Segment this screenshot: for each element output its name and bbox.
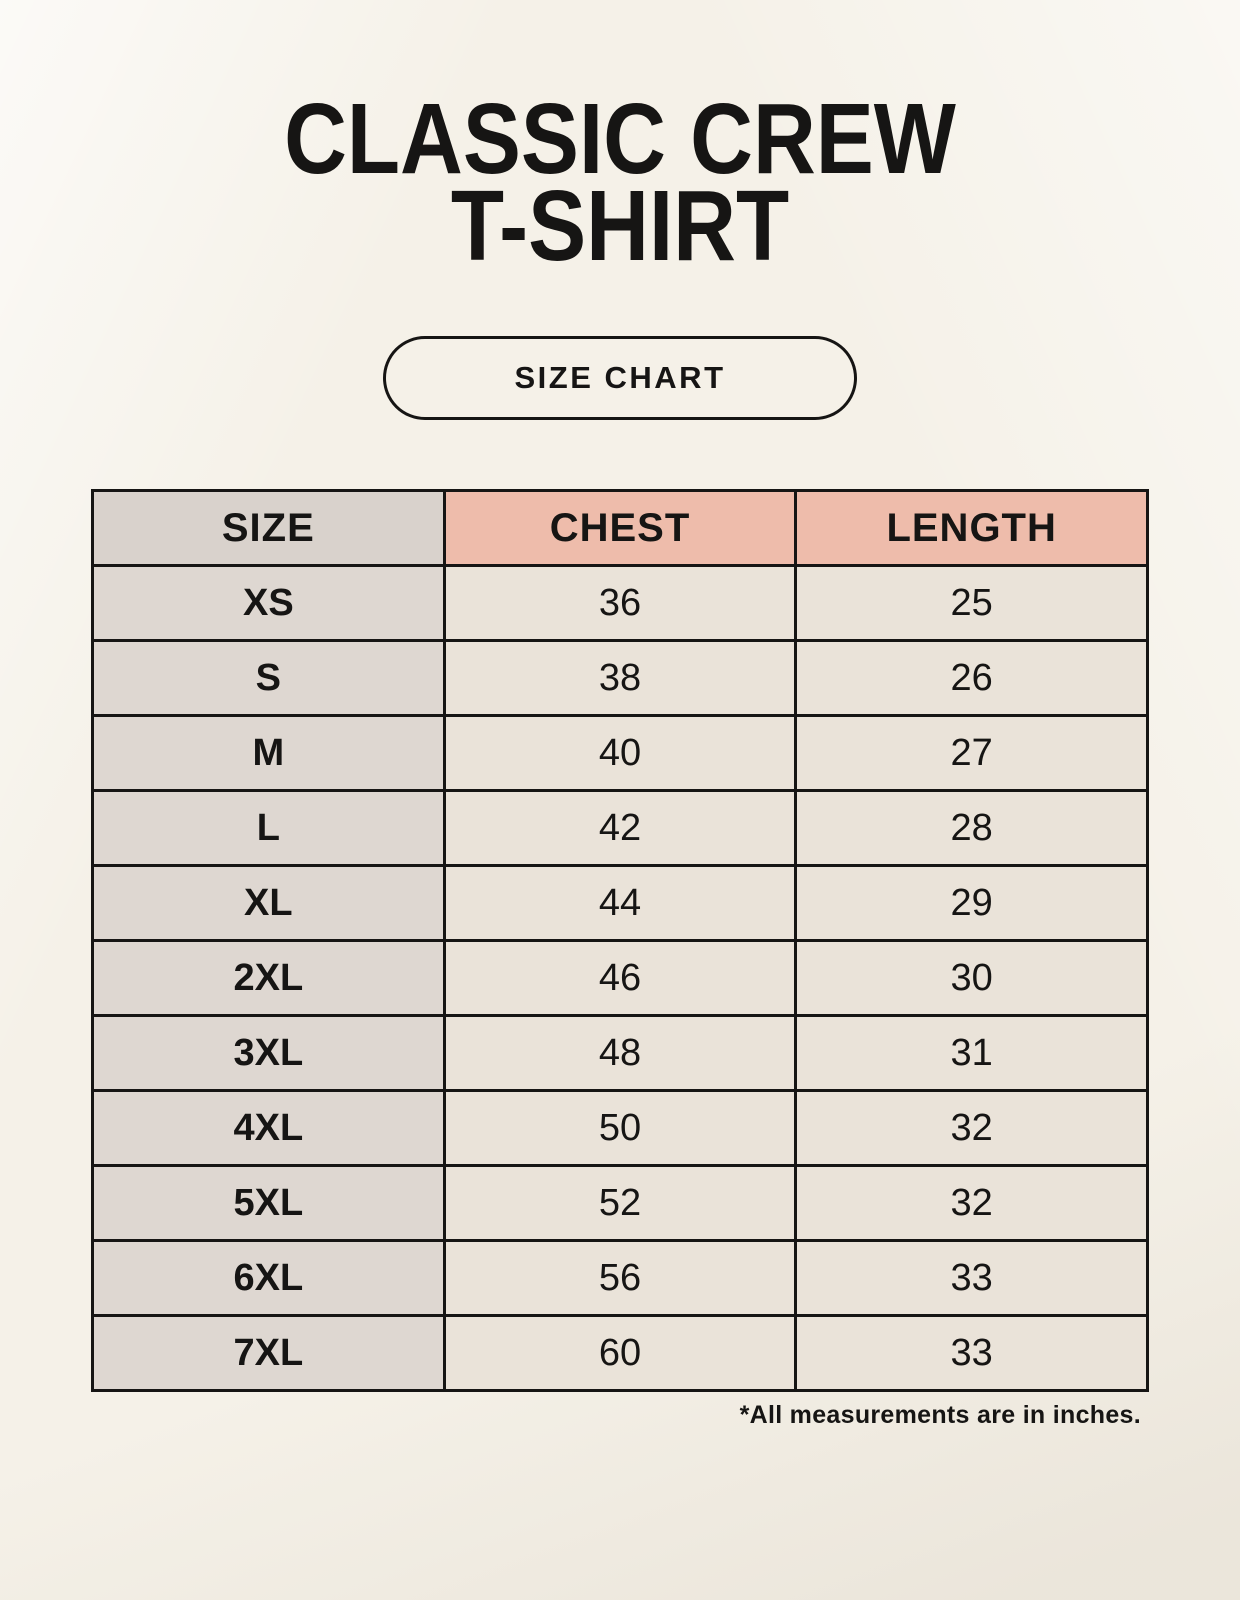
- size-cell: 6XL: [91, 1239, 446, 1317]
- length-cell: 33: [794, 1314, 1149, 1392]
- table-row: S 38 26: [91, 639, 1149, 717]
- table-row: 3XL 48 31: [91, 1014, 1149, 1092]
- chest-cell: 52: [442, 1164, 798, 1242]
- table-row: 4XL 50 32: [91, 1089, 1149, 1167]
- chest-cell: 56: [442, 1239, 798, 1317]
- table-row: L 42 28: [91, 789, 1149, 867]
- page-title: CLASSIC CREW T-SHIRT: [0, 0, 1240, 282]
- length-cell: 25: [794, 564, 1149, 642]
- size-cell: S: [91, 639, 446, 717]
- size-cell: 3XL: [91, 1014, 446, 1092]
- size-chart-button-label: SIZE CHART: [514, 360, 726, 395]
- chest-cell: 36: [442, 564, 798, 642]
- column-header-length: LENGTH: [794, 489, 1149, 567]
- length-cell: 27: [794, 714, 1149, 792]
- column-header-chest: CHEST: [442, 489, 798, 567]
- page-title-line-1: CLASSIC CREW: [284, 83, 956, 195]
- size-cell: XL: [91, 864, 446, 942]
- length-cell: 30: [794, 939, 1149, 1017]
- table-row: XL 44 29: [91, 864, 1149, 942]
- size-cell: 5XL: [91, 1164, 446, 1242]
- length-cell: 33: [794, 1239, 1149, 1317]
- table-row: XS 36 25: [91, 564, 1149, 642]
- table-row: 2XL 46 30: [91, 939, 1149, 1017]
- size-chart-table: SIZE CHEST LENGTH XS 36 25 S 38 26 M 40 …: [91, 489, 1149, 1392]
- length-cell: 28: [794, 789, 1149, 867]
- chest-cell: 60: [442, 1314, 798, 1392]
- chest-cell: 46: [442, 939, 798, 1017]
- chest-cell: 38: [442, 639, 798, 717]
- page-title-line-2: T-SHIRT: [450, 170, 790, 282]
- size-cell: XS: [91, 564, 446, 642]
- length-cell: 32: [794, 1164, 1149, 1242]
- table-row: 6XL 56 33: [91, 1239, 1149, 1317]
- size-chart-page: CLASSIC CREW T-SHIRT SIZE CHART SIZE CHE…: [0, 0, 1240, 1429]
- table-row: 5XL 52 32: [91, 1164, 1149, 1242]
- table-row: 7XL 60 33: [91, 1314, 1149, 1392]
- length-cell: 31: [794, 1014, 1149, 1092]
- table-row: M 40 27: [91, 714, 1149, 792]
- column-header-size: SIZE: [91, 489, 446, 567]
- size-cell: 4XL: [91, 1089, 446, 1167]
- chest-cell: 42: [442, 789, 798, 867]
- size-cell: M: [91, 714, 446, 792]
- chest-cell: 40: [442, 714, 798, 792]
- length-cell: 32: [794, 1089, 1149, 1167]
- size-cell: L: [91, 789, 446, 867]
- size-cell: 7XL: [91, 1314, 446, 1392]
- measurement-footnote: *All measurements are in inches.: [739, 1401, 1141, 1429]
- size-chart-button[interactable]: SIZE CHART: [383, 336, 857, 420]
- length-cell: 26: [794, 639, 1149, 717]
- size-cell: 2XL: [91, 939, 446, 1017]
- chest-cell: 48: [442, 1014, 798, 1092]
- chest-cell: 44: [442, 864, 798, 942]
- length-cell: 29: [794, 864, 1149, 942]
- chest-cell: 50: [442, 1089, 798, 1167]
- table-header-row: SIZE CHEST LENGTH: [91, 489, 1149, 567]
